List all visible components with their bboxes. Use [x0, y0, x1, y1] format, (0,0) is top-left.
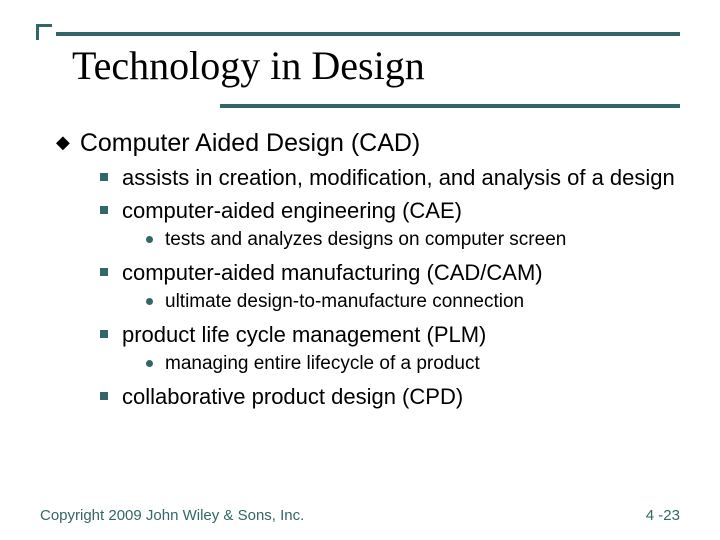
bullet-text: collaborative product design (CPD): [122, 383, 463, 410]
diamond-bullet-icon: ◆: [56, 128, 70, 156]
bullet-text: ultimate design-to-manufacture connectio…: [165, 290, 524, 313]
bullet-lvl1: ◆ Computer Aided Design (CAD): [56, 128, 680, 158]
bullet-text: computer-aided engineering (CAE): [122, 197, 462, 224]
bullet-lvl3: ultimate design-to-manufacture connectio…: [146, 290, 680, 313]
square-bullet-icon: [100, 268, 108, 276]
bullet-text: computer-aided manufacturing (CAD/CAM): [122, 259, 543, 286]
dot-bullet-icon: [146, 236, 153, 243]
bullet-lvl2: computer-aided manufacturing (CAD/CAM): [100, 259, 680, 286]
footer-page-number: 4 -23: [646, 507, 680, 524]
dot-bullet-icon: [146, 298, 153, 305]
dot-bullet-icon: [146, 360, 153, 367]
bullet-lvl2: product life cycle management (PLM): [100, 321, 680, 348]
slide: Technology in Design ◆ Computer Aided De…: [0, 0, 720, 540]
bullet-text: Computer Aided Design (CAD): [80, 128, 420, 158]
footer-copyright: Copyright 2009 John Wiley & Sons, Inc.: [40, 507, 304, 524]
bullet-lvl2: assists in creation, modification, and a…: [100, 164, 680, 191]
content-area: ◆ Computer Aided Design (CAD) assists in…: [56, 128, 680, 412]
bullet-text: assists in creation, modification, and a…: [122, 164, 675, 191]
bullet-lvl2: collaborative product design (CPD): [100, 383, 680, 410]
square-bullet-icon: [100, 206, 108, 214]
bullet-lvl3: managing entire lifecycle of a product: [146, 352, 680, 375]
title-rule-top: [56, 32, 680, 36]
square-bullet-icon: [100, 330, 108, 338]
title-rule-bottom: [220, 104, 680, 108]
slide-title: Technology in Design: [72, 42, 425, 89]
corner-decoration: [36, 24, 52, 40]
bullet-text: product life cycle management (PLM): [122, 321, 486, 348]
bullet-text: tests and analyzes designs on computer s…: [165, 228, 566, 251]
square-bullet-icon: [100, 173, 108, 181]
square-bullet-icon: [100, 392, 108, 400]
bullet-lvl2: computer-aided engineering (CAE): [100, 197, 680, 224]
bullet-text: managing entire lifecycle of a product: [165, 352, 480, 375]
bullet-lvl3: tests and analyzes designs on computer s…: [146, 228, 680, 251]
